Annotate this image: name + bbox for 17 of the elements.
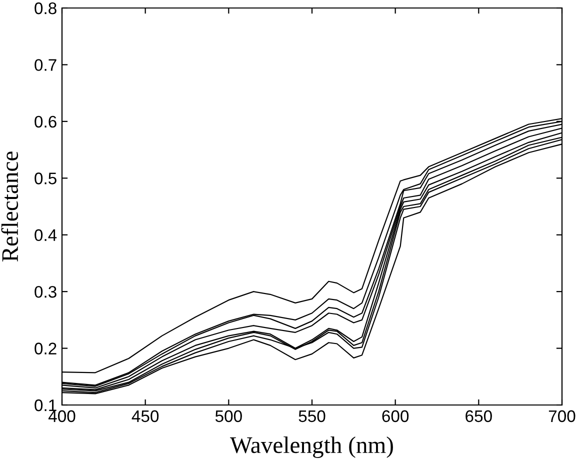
y-tick-label: 0.8 [34,2,56,14]
y-tick-label: 0.2 [34,342,56,354]
y-tick-label: 0.3 [34,286,56,298]
x-tick-label: 600 [382,410,409,422]
y-tick-label: 0.4 [34,229,57,242]
x-axis-title: Wavelength (nm) [230,436,393,458]
x-tick-label: 700 [548,410,576,422]
x-tick-label: 550 [298,410,326,422]
y-tick-label: 0.7 [34,59,56,71]
x-tick-label: 400 [48,410,76,422]
y-tick-label: 0.1 [34,399,56,412]
x-tick-label: 450 [132,410,159,422]
y-tick-label: 0.6 [34,116,56,128]
x-tick-label: 500 [215,410,242,422]
y-axis-title: Reflectance [1,152,18,262]
x-tick-label: 650 [466,410,492,422]
y-tick-label: 0.5 [34,172,56,184]
